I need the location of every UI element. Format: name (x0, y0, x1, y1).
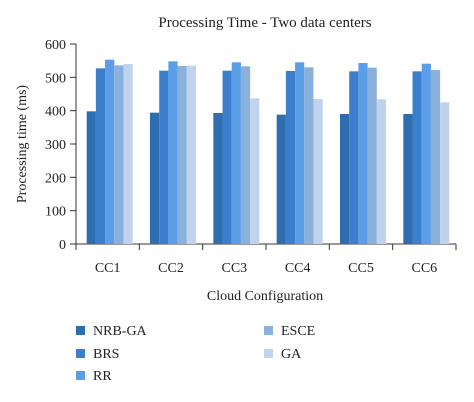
x-tick-label: CC4 (285, 261, 311, 276)
bar-rr-cc5 (358, 63, 368, 244)
bar-nrb-ga-cc5 (340, 114, 350, 244)
bar-nrb-ga-cc6 (403, 114, 413, 244)
bar-esce-cc1 (114, 65, 124, 244)
bar-brs-cc4 (285, 71, 296, 244)
y-axis-label: Processing time (ms) (15, 85, 30, 204)
y-tick-label: 400 (45, 105, 66, 120)
legend-label-ga: GA (281, 347, 302, 362)
bar-ga-cc5 (376, 99, 386, 244)
bar-nrb-ga-cc4 (276, 114, 286, 244)
chart-title: Processing Time - Two data centers (158, 15, 371, 31)
bar-rr-cc3 (231, 62, 241, 244)
y-tick-label: 100 (45, 205, 66, 220)
bar-rr-cc4 (295, 62, 305, 244)
bar-brs-cc5 (349, 71, 359, 244)
bar-esce-cc5 (367, 67, 377, 244)
bar-brs-cc1 (95, 68, 106, 244)
bar-ga-cc4 (313, 99, 323, 244)
x-tick-label: CC3 (221, 261, 247, 276)
legend-swatch-ga (264, 349, 273, 358)
bar-ga-cc3 (250, 98, 260, 244)
bar-ga-cc2 (186, 65, 196, 244)
bar-esce-cc3 (240, 66, 251, 244)
legend-label-nrb-ga: NRB-GA (93, 324, 148, 339)
bar-nrb-ga-cc1 (86, 111, 96, 244)
bar-brs-cc2 (159, 70, 169, 244)
bar-nrb-ga-cc3 (213, 113, 223, 244)
x-tick-label: CC1 (95, 261, 121, 276)
legend-swatch-brs (76, 349, 85, 358)
legend-swatch-nrb-ga (76, 326, 85, 335)
bar-ga-cc1 (123, 64, 133, 244)
y-tick-label: 300 (45, 138, 66, 153)
legend-label-esce: ESCE (281, 324, 315, 339)
legend-swatch-rr (76, 371, 85, 380)
bar-nrb-ga-cc2 (150, 112, 160, 244)
legend: NRB-GA BRS RR ESCE GA (76, 324, 315, 384)
x-axis-label: Cloud Configuration (207, 289, 323, 304)
bar-esce-cc6 (430, 70, 441, 244)
y-tick-label: 200 (45, 171, 66, 186)
bar-brs-cc6 (412, 71, 422, 244)
bar-esce-cc4 (304, 67, 314, 244)
plot-area: 0 100 200 300 400 500 600 CC1 CC2 CC3 CC4 CC5 CC6 (45, 38, 457, 276)
x-tick-label: CC6 (411, 261, 437, 276)
x-tick-label: CC5 (348, 261, 374, 276)
y-tick-label: 500 (45, 71, 66, 86)
legend-swatch-esce (264, 326, 273, 335)
bar-rr-cc1 (105, 59, 115, 244)
legend-label-rr: RR (93, 369, 112, 384)
y-tick-label: 600 (45, 38, 66, 53)
x-tick-label: CC2 (158, 261, 184, 276)
bar-ga-cc6 (440, 102, 450, 244)
y-tick-label: 0 (59, 238, 66, 253)
bar-brs-cc3 (222, 70, 232, 244)
legend-label-brs: BRS (93, 347, 119, 362)
bar-esce-cc2 (177, 66, 187, 244)
bar-rr-cc2 (168, 61, 178, 244)
bar-rr-cc6 (421, 63, 431, 244)
